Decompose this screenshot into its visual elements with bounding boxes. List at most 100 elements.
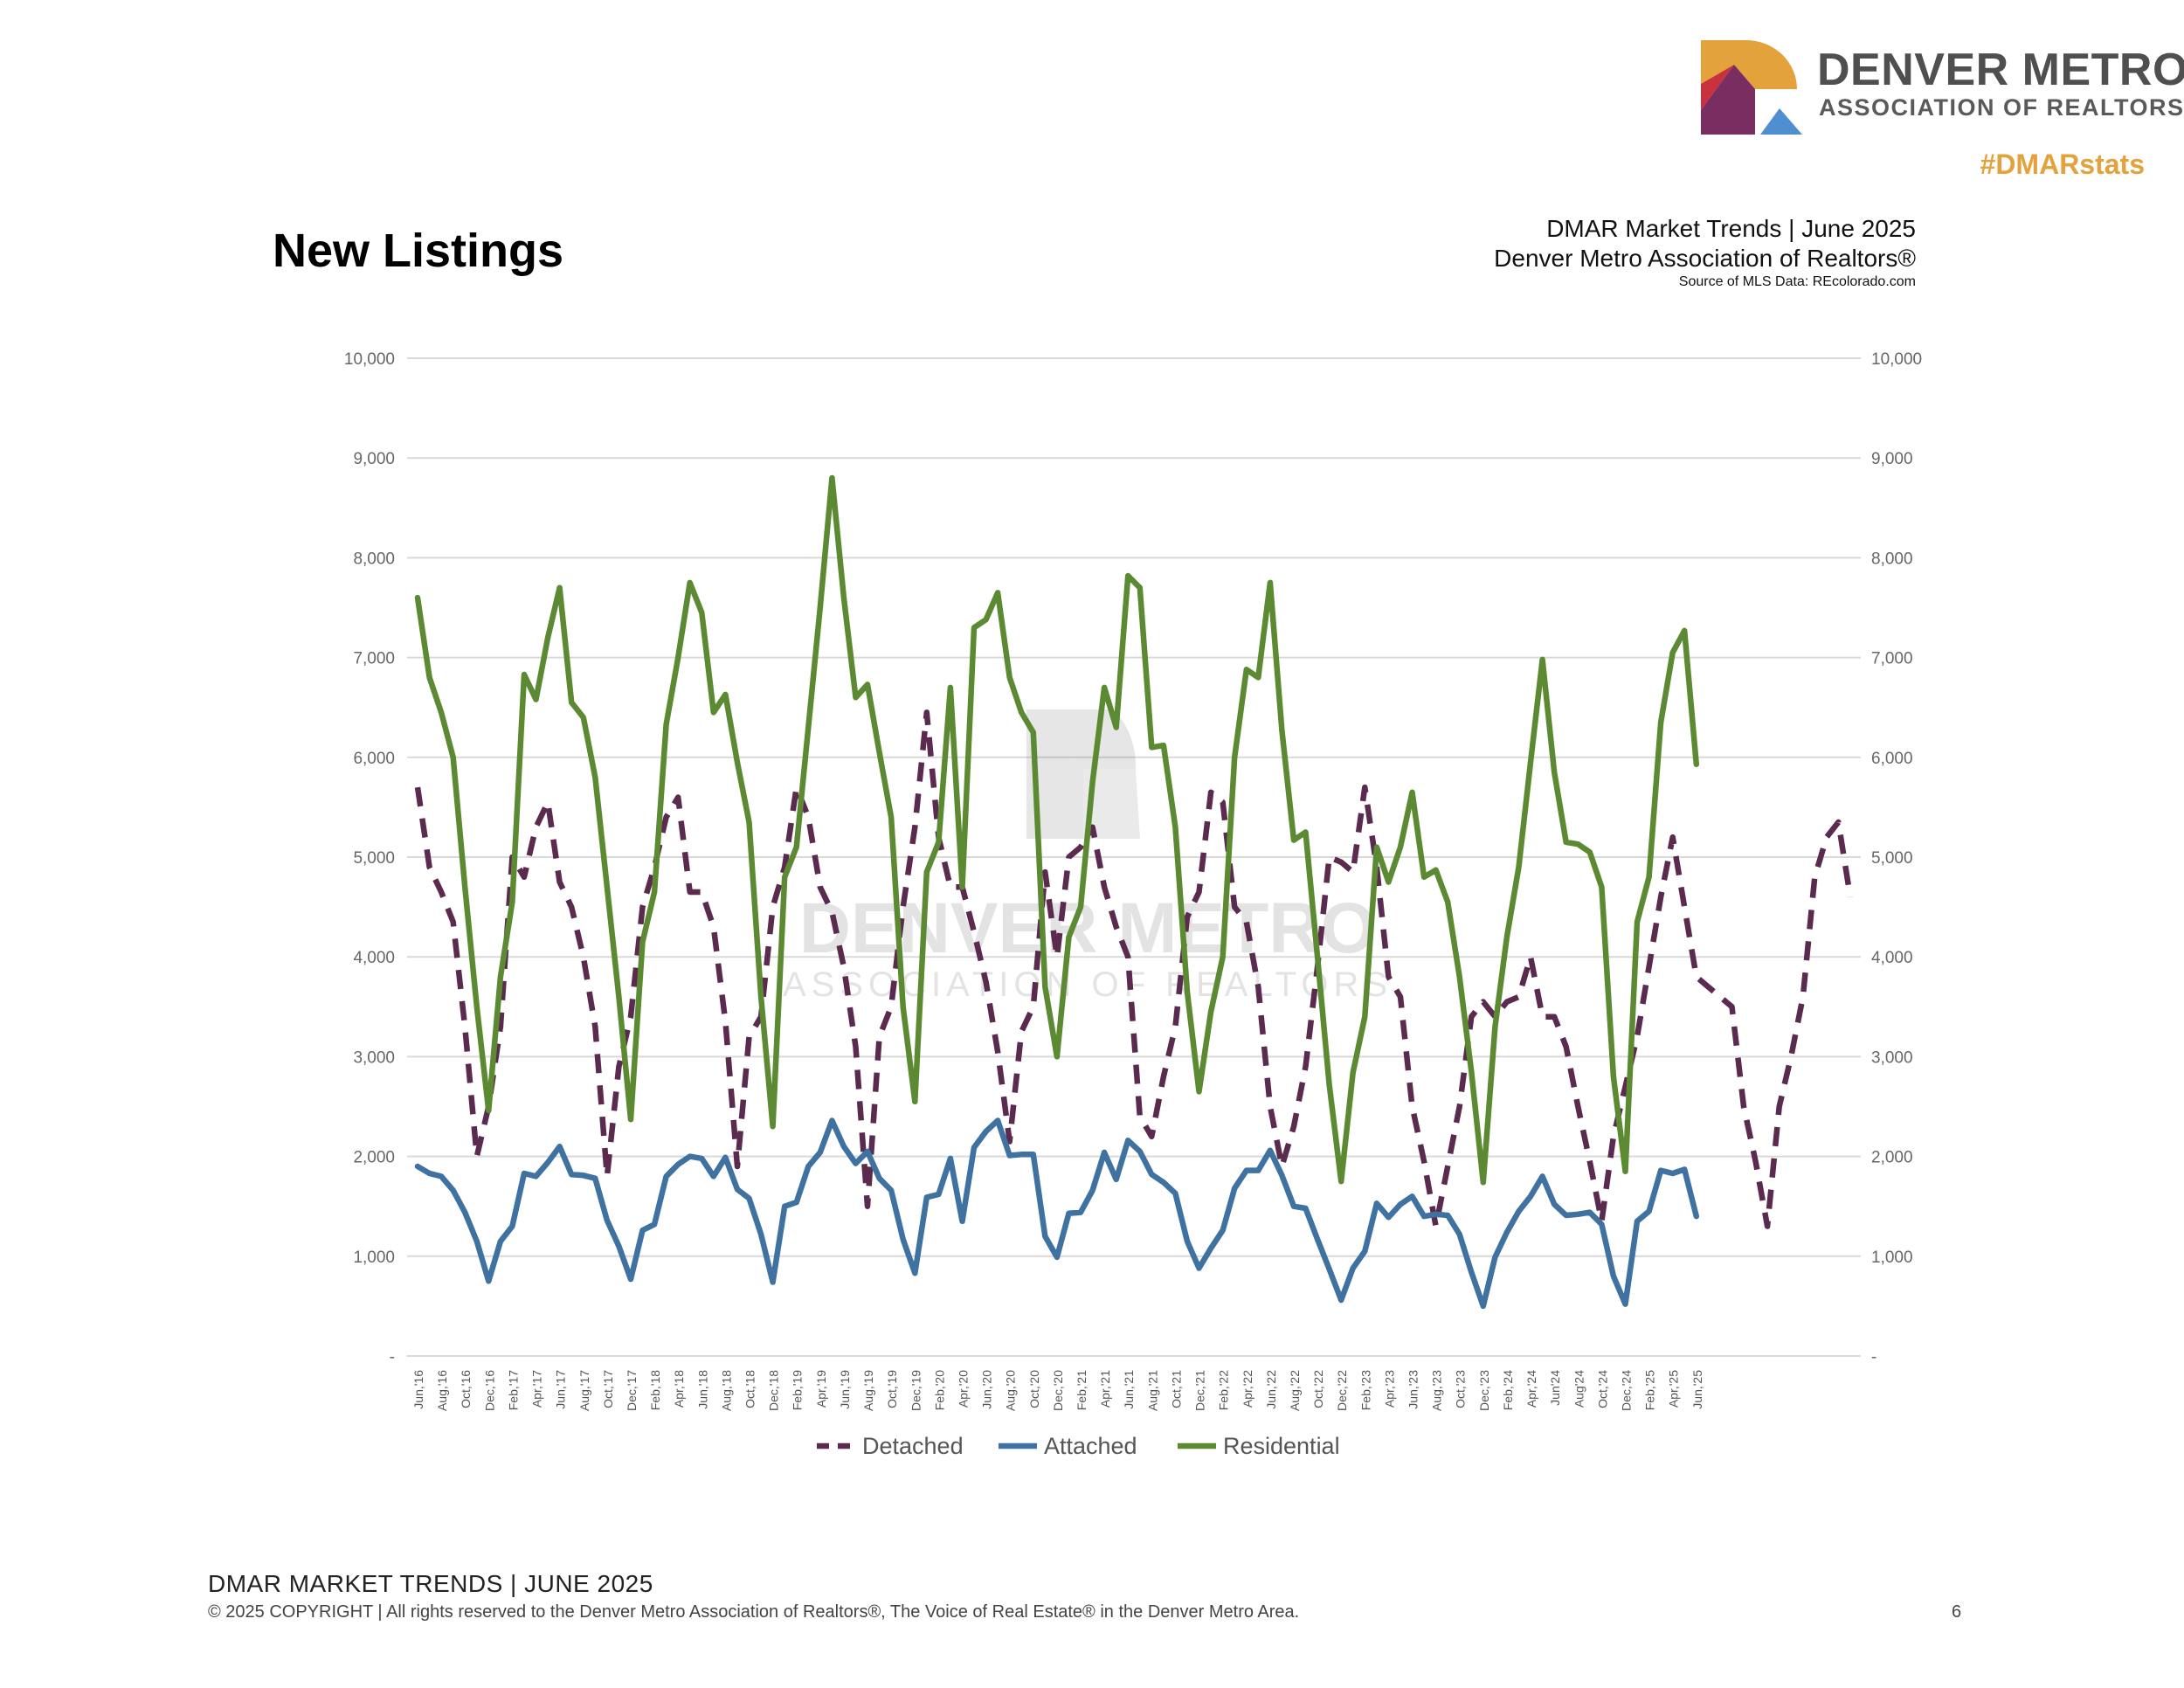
y-tick-label-left: 2,000 xyxy=(353,1149,395,1167)
y-tick-label-right: 10,000 xyxy=(1871,350,1922,369)
x-tick-label: Jun,'17 xyxy=(554,1370,568,1409)
x-tick-label: Feb,'17 xyxy=(506,1370,520,1410)
x-tick-label: Feb,'23 xyxy=(1358,1370,1372,1410)
x-tick-label: Dec,'20 xyxy=(1051,1370,1065,1411)
x-tick-label: Oct,'23 xyxy=(1454,1370,1468,1408)
x-tick-label: Dec,'24 xyxy=(1619,1370,1633,1411)
x-tick-label: Apr,'23 xyxy=(1382,1370,1396,1408)
x-tick-label: Jun,'25 xyxy=(1690,1370,1704,1409)
brand-name: DENVER METRO xyxy=(1817,45,2184,95)
brand-subtitle: ASSOCIATION OF REALTORS® xyxy=(1819,94,2184,121)
x-tick-label: Feb,'19 xyxy=(791,1370,805,1410)
y-tick-label-left: 5,000 xyxy=(353,849,395,868)
report-title: DMAR Market Trends | June 2025 xyxy=(1546,215,1916,242)
legend-label-detached: Detached xyxy=(862,1433,964,1459)
watermark-logo-icon xyxy=(1026,709,1140,839)
y-axis-left: - 1,000 2,000 3,000 4,000 5,000 6,000 7,000 8,00… xyxy=(344,350,395,1366)
y-tick-label-right: 4,000 xyxy=(1871,949,1913,967)
x-tick-label: Jun,'16 xyxy=(411,1370,425,1409)
x-tick-label: Feb,'20 xyxy=(932,1370,946,1410)
x-tick-label: Aug,'19 xyxy=(861,1370,875,1411)
legend: Detached Attached Residential xyxy=(817,1433,1340,1459)
x-tick-label: Jun,'20 xyxy=(980,1370,994,1409)
x-tick-label: Apr,'17 xyxy=(530,1370,544,1408)
y-tick-label-right: 7,000 xyxy=(1871,650,1913,668)
y-tick-label-left: 9,000 xyxy=(353,450,395,468)
x-tick-label: Oct,'19 xyxy=(885,1370,899,1408)
x-tick-label: Aug,'23 xyxy=(1430,1370,1444,1411)
hashtag: #DMARstats xyxy=(1980,149,2145,180)
x-tick-label: Aug'24 xyxy=(1572,1370,1586,1408)
x-tick-label: Aug,'18 xyxy=(719,1370,733,1411)
x-tick-label: Jun,'19 xyxy=(838,1370,852,1409)
x-tick-label: Oct,'22 xyxy=(1311,1370,1325,1408)
x-tick-label: Oct,'17 xyxy=(601,1370,615,1408)
x-tick-label: Oct,'16 xyxy=(459,1370,473,1408)
report-org: Denver Metro Association of Realtors® xyxy=(1494,245,1916,272)
x-tick-label: Jun,'21 xyxy=(1122,1370,1136,1409)
x-tick-label: Dec,'17 xyxy=(625,1370,639,1411)
y-tick-label-left: 8,000 xyxy=(353,550,395,568)
x-tick-label: Feb,'22 xyxy=(1217,1370,1231,1410)
x-tick-label: Oct,'18 xyxy=(743,1370,757,1408)
x-tick-label: Jun,'18 xyxy=(695,1370,709,1409)
y-tick-label-right: - xyxy=(1871,1348,1876,1366)
x-tick-label: Oct,'20 xyxy=(1027,1370,1041,1408)
series-lines xyxy=(414,474,1854,1310)
x-tick-label: Dec,'21 xyxy=(1193,1370,1207,1411)
footer-copyright: © 2025 COPYRIGHT | All rights reserved t… xyxy=(208,1602,1300,1622)
watermark-line2: ASSOCIATION OF REALTORS xyxy=(783,965,1393,1004)
dmar-logo-icon xyxy=(1701,40,1802,135)
y-tick-label-left: 1,000 xyxy=(353,1249,395,1267)
gridlines xyxy=(407,357,1861,1357)
y-tick-label-right: 5,000 xyxy=(1871,849,1913,868)
x-tick-label: Dec,'22 xyxy=(1335,1370,1349,1411)
x-tick-label: Jun'24 xyxy=(1548,1370,1562,1406)
x-tick-label: Aug,'21 xyxy=(1145,1370,1159,1411)
data-source: Source of MLS Data: REcolorado.com xyxy=(1678,274,1916,289)
x-tick-label: Apr,'18 xyxy=(672,1370,686,1408)
legend-label-attached: Attached xyxy=(1044,1433,1137,1459)
x-axis-labels: Jun,'16 Aug,'16 Oct,'16 Dec,'16 Feb,'17 Apr,'… xyxy=(411,1370,1704,1411)
x-tick-label: Jun,'22 xyxy=(1264,1370,1278,1409)
footer-title: DMAR MARKET TRENDS | JUNE 2025 xyxy=(208,1570,653,1597)
x-tick-label: Dec,'23 xyxy=(1477,1370,1491,1411)
y-tick-label-left: 10,000 xyxy=(344,350,395,369)
x-tick-label: Oct,'21 xyxy=(1169,1370,1183,1408)
x-tick-label: Feb,'24 xyxy=(1501,1370,1515,1410)
y-tick-label-right: 2,000 xyxy=(1871,1149,1913,1167)
y-tick-label-right: 9,000 xyxy=(1871,450,1913,468)
x-tick-label: Dec,'19 xyxy=(909,1370,923,1411)
y-tick-label-right: 1,000 xyxy=(1871,1249,1913,1267)
y-tick-label-right: 8,000 xyxy=(1871,550,1913,568)
y-axis-right: - 1,000 2,000 3,000 4,000 5,000 6,000 7,000 8,00… xyxy=(1871,350,1922,1366)
x-tick-label: Feb,'18 xyxy=(648,1370,662,1410)
y-tick-label-right: 3,000 xyxy=(1871,1048,1913,1067)
x-tick-label: Aug,'22 xyxy=(1288,1370,1302,1411)
x-tick-label: Feb,'25 xyxy=(1643,1370,1657,1410)
x-tick-label: Apr,'20 xyxy=(956,1370,970,1408)
x-tick-label: Apr,'21 xyxy=(1098,1370,1112,1408)
x-tick-label: Oct,'24 xyxy=(1595,1370,1609,1408)
x-tick-label: Dec,'18 xyxy=(767,1370,781,1411)
x-tick-label: Jun,'23 xyxy=(1406,1370,1420,1409)
y-tick-label-left: 7,000 xyxy=(353,650,395,668)
x-tick-label: Apr,'19 xyxy=(814,1370,828,1408)
y-tick-label-right: 6,000 xyxy=(1871,750,1913,768)
x-tick-label: Aug,'16 xyxy=(435,1370,449,1411)
y-tick-label-left: 6,000 xyxy=(353,750,395,768)
x-tick-label: Apr,'24 xyxy=(1524,1370,1538,1408)
x-tick-label: Feb,'21 xyxy=(1075,1370,1089,1410)
x-tick-label: Apr,'25 xyxy=(1667,1370,1681,1408)
x-tick-label: Dec,'16 xyxy=(482,1370,496,1411)
watermark-line1: DENVER METRO xyxy=(799,889,1377,968)
series-residential-line xyxy=(414,474,1700,1186)
y-tick-label-left: 4,000 xyxy=(353,949,395,967)
y-tick-label-left: - xyxy=(390,1348,395,1366)
x-tick-label: Aug,'17 xyxy=(577,1370,591,1411)
x-tick-label: Aug,'20 xyxy=(1004,1370,1018,1411)
y-tick-label-left: 3,000 xyxy=(353,1048,395,1067)
series-attached-line xyxy=(414,1117,1700,1310)
page-title: New Listings xyxy=(273,225,564,277)
